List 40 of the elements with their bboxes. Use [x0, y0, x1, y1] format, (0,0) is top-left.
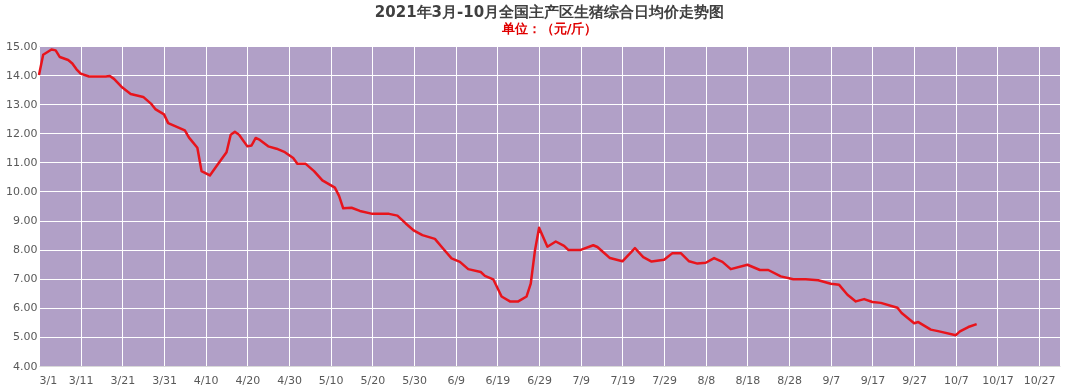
y-tick-label: 7.00 — [13, 272, 38, 286]
x-tick-label: 6/9 — [447, 373, 466, 387]
x-tick-label: 9/7 — [822, 373, 841, 387]
x-tick-label: 5/20 — [360, 373, 386, 387]
line-series — [37, 48, 978, 337]
x-tick-label: 7/29 — [652, 373, 677, 387]
y-tick-label: 8.00 — [13, 243, 38, 257]
x-tick-label: 7/9 — [572, 373, 591, 387]
x-tick-label: 4/20 — [235, 373, 261, 387]
y-tick-label: 14.00 — [6, 68, 38, 82]
x-tick-label: 8/8 — [697, 373, 716, 387]
y-tick-label: 9.00 — [13, 214, 38, 228]
x-tick-label: 3/31 — [152, 373, 177, 387]
x-tick-label: 5/30 — [402, 373, 427, 387]
x-tick-label: 3/21 — [110, 373, 136, 387]
y-tick-label: 11.00 — [6, 155, 38, 169]
x-tick-label: 8/28 — [777, 373, 802, 387]
chart-title: 2021年3月-10月全国主产区生猪综合日均价走势图 — [374, 3, 725, 21]
x-tick-label: 9/27 — [902, 373, 927, 387]
x-tick-label: 4/30 — [277, 373, 302, 387]
x-tick-label: 9/17 — [860, 373, 886, 387]
x-tick-label: 8/18 — [735, 373, 761, 387]
x-tick-label: 5/10 — [318, 373, 344, 387]
x-tick-label: 10/27 — [1023, 373, 1056, 387]
y-tick-label: 10.00 — [6, 184, 38, 198]
x-tick-label: 10/7 — [943, 373, 969, 387]
y-tick-label: 6.00 — [13, 301, 38, 315]
y-tick-label: 15.00 — [6, 39, 38, 53]
x-tick-label: 3/1 — [39, 373, 58, 387]
y-tick-label: 13.00 — [6, 97, 38, 111]
y-tick-label: 4.00 — [13, 359, 38, 373]
y-tick-label: 5.00 — [13, 330, 38, 344]
chart-subtitle: 单位：（元/斤） — [500, 21, 598, 36]
x-tick-label: 3/11 — [68, 373, 94, 387]
x-tick-label: 6/19 — [485, 373, 511, 387]
x-tick-label: 7/19 — [610, 373, 636, 387]
x-tick-label: 10/17 — [982, 373, 1014, 387]
x-tick-label: 6/29 — [527, 373, 552, 387]
y-tick-label: 12.00 — [6, 126, 38, 140]
x-tick-label: 4/10 — [193, 373, 219, 387]
